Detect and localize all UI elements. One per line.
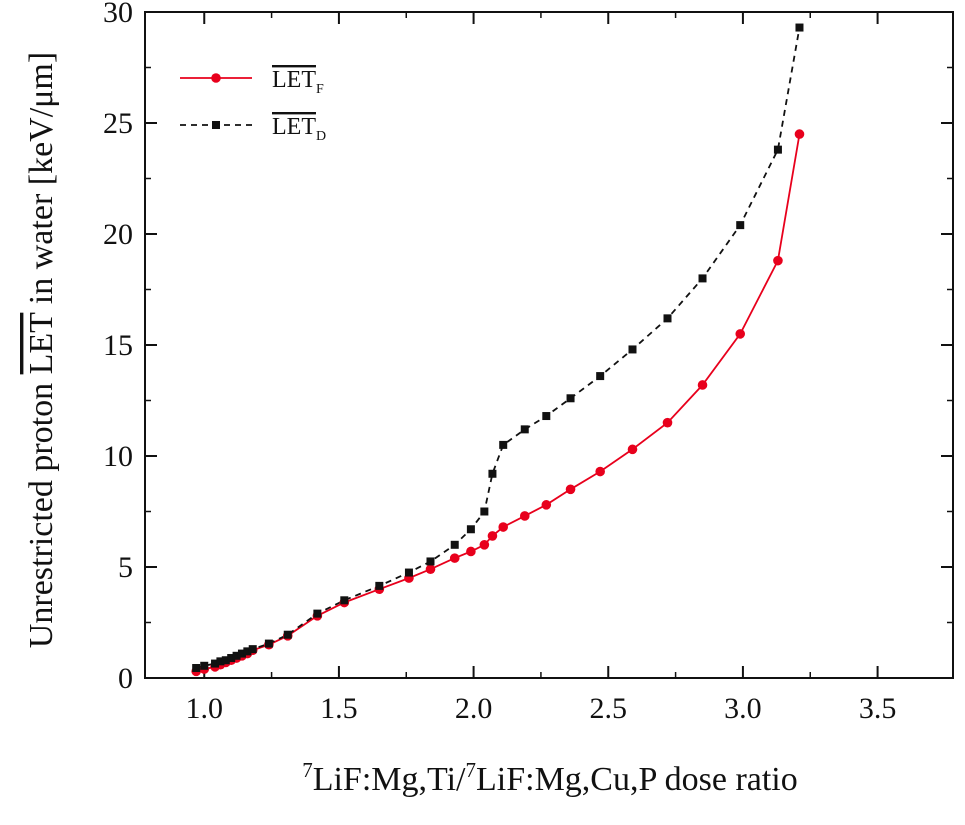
y-tick-label: 20 <box>103 218 133 251</box>
data-point-D <box>736 221 745 230</box>
data-point-D <box>566 394 575 403</box>
data-point-F <box>487 531 498 541</box>
plot-area-border <box>144 11 954 679</box>
data-point-D <box>221 656 230 665</box>
x-tick-label: 1.0 <box>186 692 224 725</box>
x-tick-label: 3.5 <box>859 692 897 725</box>
data-point-D <box>200 661 209 670</box>
plot-frame <box>144 11 954 679</box>
data-point-D <box>313 609 322 618</box>
data-point-D <box>192 664 201 673</box>
legend-marker-D <box>212 121 220 129</box>
data-point-F <box>479 540 490 550</box>
data-point-F <box>519 511 530 521</box>
legend-label-D: LETD <box>272 114 326 144</box>
series-layer <box>191 23 805 677</box>
data-point-D <box>237 649 246 658</box>
data-point-D <box>340 596 349 605</box>
data-point-D <box>488 469 497 478</box>
data-point-D <box>450 540 459 549</box>
x-tick-label: 2.5 <box>590 692 628 725</box>
legend-marker-F <box>211 73 221 83</box>
data-point-D <box>499 440 508 449</box>
data-point-F <box>498 522 509 532</box>
y-axis-title-overline: LET <box>23 312 60 375</box>
x-axis-title: 7LiF:Mg,Ti/7LiF:Mg,Cu,P dose ratio <box>302 758 798 798</box>
data-point-D <box>698 274 707 283</box>
data-point-F <box>449 553 460 563</box>
data-point-D <box>480 507 489 516</box>
data-point-D <box>216 657 225 666</box>
data-point-D <box>596 372 605 381</box>
data-point-D <box>227 654 236 663</box>
data-point-D <box>773 145 782 154</box>
y-tick-label: 5 <box>118 551 133 584</box>
y-axis-title: Unrestricted proton LET in water [keV/μm… <box>23 52 60 648</box>
data-point-F <box>425 564 436 575</box>
data-point-F <box>697 380 708 390</box>
data-point-F <box>541 500 552 510</box>
data-point-F <box>794 129 805 139</box>
legend: LETF LETD <box>180 67 326 144</box>
axis-ticks: 1.0 1.5 2.0 2.5 3.0 3.5 0 5 10 15 20 25 30 <box>103 0 953 725</box>
y-tick-label: 30 <box>103 0 133 29</box>
data-point-F <box>565 484 576 495</box>
x-tick-label: 1.5 <box>320 692 358 725</box>
data-point-F <box>735 329 746 339</box>
data-point-D <box>542 412 551 421</box>
data-point-F <box>662 417 673 428</box>
y-tick-label: 25 <box>103 107 133 140</box>
data-point-D <box>264 639 273 648</box>
data-point-D <box>283 630 292 639</box>
data-point-F <box>595 466 605 477</box>
data-point-D <box>211 659 220 668</box>
data-point-D <box>375 581 384 590</box>
data-point-D <box>404 568 413 577</box>
data-point-D <box>232 651 241 660</box>
legend-label-F: LETF <box>272 67 324 97</box>
series-line-F <box>195 133 801 673</box>
y-tick-label: 0 <box>118 662 133 695</box>
data-point-F <box>466 546 476 557</box>
data-point-D <box>628 345 637 354</box>
data-point-D <box>466 525 475 534</box>
data-point-D <box>663 314 672 323</box>
x-tick-label: 2.0 <box>455 692 493 725</box>
data-point-D <box>795 23 804 32</box>
data-point-F <box>627 444 638 455</box>
y-tick-label: 15 <box>103 329 133 362</box>
data-point-D <box>520 425 529 434</box>
data-point-D <box>248 645 257 654</box>
data-point-D <box>426 557 435 566</box>
y-tick-label: 10 <box>103 440 133 473</box>
data-point-F <box>773 255 783 266</box>
data-point-D <box>243 647 252 656</box>
x-tick-label: 3.0 <box>724 692 762 725</box>
